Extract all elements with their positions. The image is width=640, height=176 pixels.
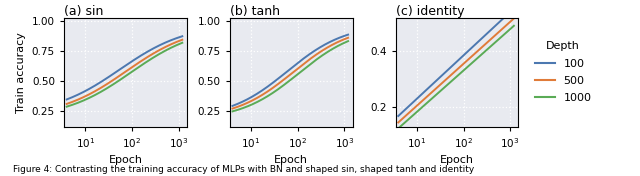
Y-axis label: Train accuracy: Train accuracy xyxy=(16,32,26,113)
X-axis label: Epoch: Epoch xyxy=(108,155,143,165)
Text: Figure 4: Contrasting the training accuracy of MLPs with BN and shaped sin, shap: Figure 4: Contrasting the training accur… xyxy=(13,165,474,174)
Text: (a) sin: (a) sin xyxy=(64,5,104,18)
Legend: 100, 500, 1000: 100, 500, 1000 xyxy=(530,37,596,107)
X-axis label: Epoch: Epoch xyxy=(440,155,474,165)
Text: (b) tanh: (b) tanh xyxy=(230,5,280,18)
X-axis label: Epoch: Epoch xyxy=(274,155,308,165)
Text: (c) identity: (c) identity xyxy=(396,5,464,18)
